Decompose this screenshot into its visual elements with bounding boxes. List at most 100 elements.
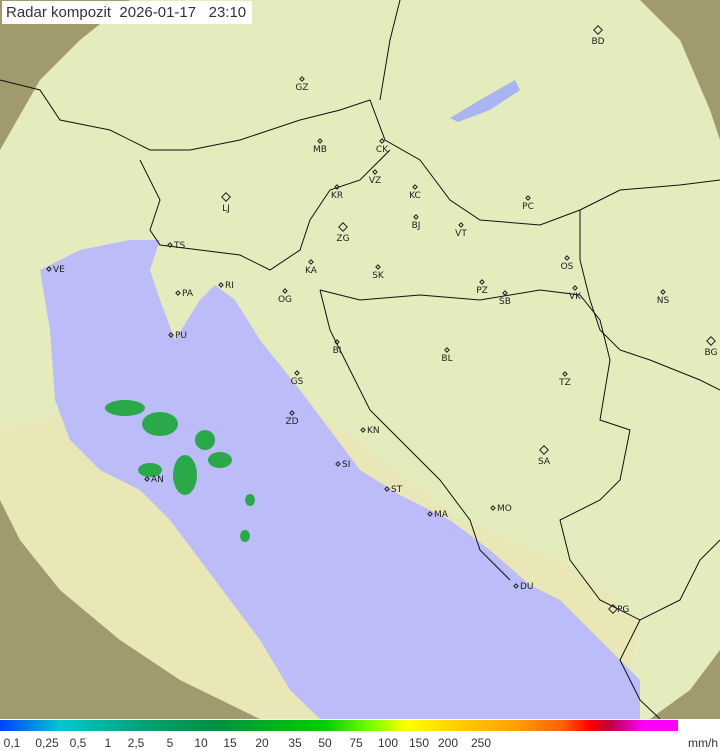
- legend-tick: 5: [166, 736, 174, 750]
- city-marker-ri: [218, 282, 224, 288]
- city-marker-pg: [608, 604, 618, 614]
- city-label-si: SI: [342, 460, 350, 470]
- city-label-sa: SA: [538, 457, 551, 467]
- legend-tick: 100: [377, 736, 399, 750]
- city-marker-os: [564, 255, 570, 261]
- city-label-bl: BL: [441, 354, 452, 364]
- city-marker-tz: [562, 371, 568, 377]
- city-marker-kc: [412, 184, 418, 190]
- city-marker-pu: [168, 332, 174, 338]
- city-marker-ma: [427, 511, 433, 517]
- city-label-lj: LJ: [222, 204, 230, 214]
- legend-tick: 0,1: [3, 736, 21, 750]
- city-label-bi: BI: [333, 346, 342, 356]
- city-marker-og: [282, 288, 288, 294]
- city-label-kn: KN: [367, 426, 380, 436]
- city-marker-pz: [479, 279, 485, 285]
- city-marker-du: [513, 583, 519, 589]
- city-label-pc: PC: [522, 202, 534, 212]
- city-label-vz: VZ: [369, 176, 381, 186]
- city-marker-gs: [294, 370, 300, 376]
- legend-tick: 20: [255, 736, 269, 750]
- legend-tick: 35: [288, 736, 302, 750]
- legend-tick: 2,5: [127, 736, 145, 750]
- city-marker-kr: [334, 184, 340, 190]
- city-label-bj: BJ: [412, 221, 421, 231]
- adriatic-sea: [40, 240, 640, 719]
- city-label-pg: PG: [617, 605, 629, 615]
- city-marker-an: [144, 476, 150, 482]
- city-label-an: AN: [151, 475, 164, 485]
- city-label-pu: PU: [175, 331, 187, 341]
- city-label-vk: VK: [569, 292, 582, 302]
- city-label-ri: RI: [225, 281, 234, 291]
- map-title: Radar kompozit 2026-01-17 23:10: [2, 1, 253, 24]
- city-marker-ck: [379, 138, 385, 144]
- city-marker-si: [335, 461, 341, 467]
- country-borders: [0, 0, 720, 719]
- city-marker-ve: [46, 266, 52, 272]
- city-marker-kn: [360, 427, 366, 433]
- city-marker-bi: [334, 339, 340, 345]
- city-marker-bg: [706, 336, 716, 346]
- radar-echoes: [105, 400, 255, 542]
- legend-tick: 200: [437, 736, 459, 750]
- city-label-gs: GS: [291, 377, 304, 387]
- city-label-kr: KR: [331, 191, 343, 201]
- city-marker-st: [384, 486, 390, 492]
- city-label-os: OS: [561, 262, 574, 272]
- city-label-gz: GZ: [295, 83, 308, 93]
- city-label-du: DU: [520, 582, 534, 592]
- legend-tick: 10: [194, 736, 208, 750]
- city-marker-vt: [458, 222, 464, 228]
- legend-tick: 0,25: [35, 736, 59, 750]
- city-label-sb: SB: [499, 297, 511, 307]
- city-label-ma: MA: [434, 510, 449, 520]
- legend-color-scale: [0, 720, 678, 731]
- city-label-pz: PZ: [476, 286, 488, 296]
- city-marker-ka: [308, 259, 314, 265]
- city-marker-sb: [502, 290, 508, 296]
- city-label-ve: VE: [53, 265, 65, 275]
- city-marker-gz: [299, 76, 305, 82]
- city-marker-mo: [490, 505, 496, 511]
- lake-balaton: [450, 80, 520, 122]
- city-marker-bj: [413, 214, 419, 220]
- legend-tick: 75: [349, 736, 363, 750]
- legend-unit: mm/h: [688, 736, 718, 750]
- city-label-ka: KA: [305, 266, 318, 276]
- city-label-ts: TS: [173, 241, 185, 251]
- city-label-og: OG: [278, 295, 292, 305]
- city-marker-vk: [572, 285, 578, 291]
- city-label-kc: KC: [409, 191, 421, 201]
- city-label-ck: CK: [376, 145, 389, 155]
- city-marker-lj: [221, 192, 231, 202]
- city-marker-bd: [593, 25, 603, 35]
- city-label-vt: VT: [455, 229, 467, 239]
- legend-tick: 1: [104, 736, 112, 750]
- legend-tick: 50: [318, 736, 332, 750]
- city-label-pa: PA: [182, 289, 194, 299]
- city-label-ns: NS: [657, 296, 670, 306]
- city-markers: BD GZ MB CK VZ KR KC LJ PC BJ ZG VT TS VE RI KA SK OS PA PZ…: [46, 25, 718, 615]
- city-marker-bl: [444, 347, 450, 353]
- legend-tick: 250: [470, 736, 492, 750]
- city-marker-vz: [372, 169, 378, 175]
- city-label-sk: SK: [372, 271, 385, 281]
- city-label-tz: TZ: [558, 378, 571, 388]
- city-label-bg: BG: [705, 348, 718, 358]
- legend-tick: 15: [223, 736, 237, 750]
- city-label-bd: BD: [591, 37, 604, 47]
- city-marker-mb: [317, 138, 323, 144]
- legend-tick: 0,5: [69, 736, 87, 750]
- city-marker-pc: [525, 195, 531, 201]
- city-marker-pa: [175, 290, 181, 296]
- legend-tick: 150: [408, 736, 430, 750]
- city-label-zd: ZD: [285, 417, 298, 427]
- city-label-zg: ZG: [336, 234, 349, 244]
- city-marker-sk: [375, 264, 381, 270]
- city-marker-zg: [338, 222, 348, 232]
- radar-map: BD GZ MB CK VZ KR KC LJ PC BJ ZG VT TS VE RI KA SK OS PA PZ…: [0, 0, 720, 719]
- city-label-mb: MB: [313, 145, 327, 155]
